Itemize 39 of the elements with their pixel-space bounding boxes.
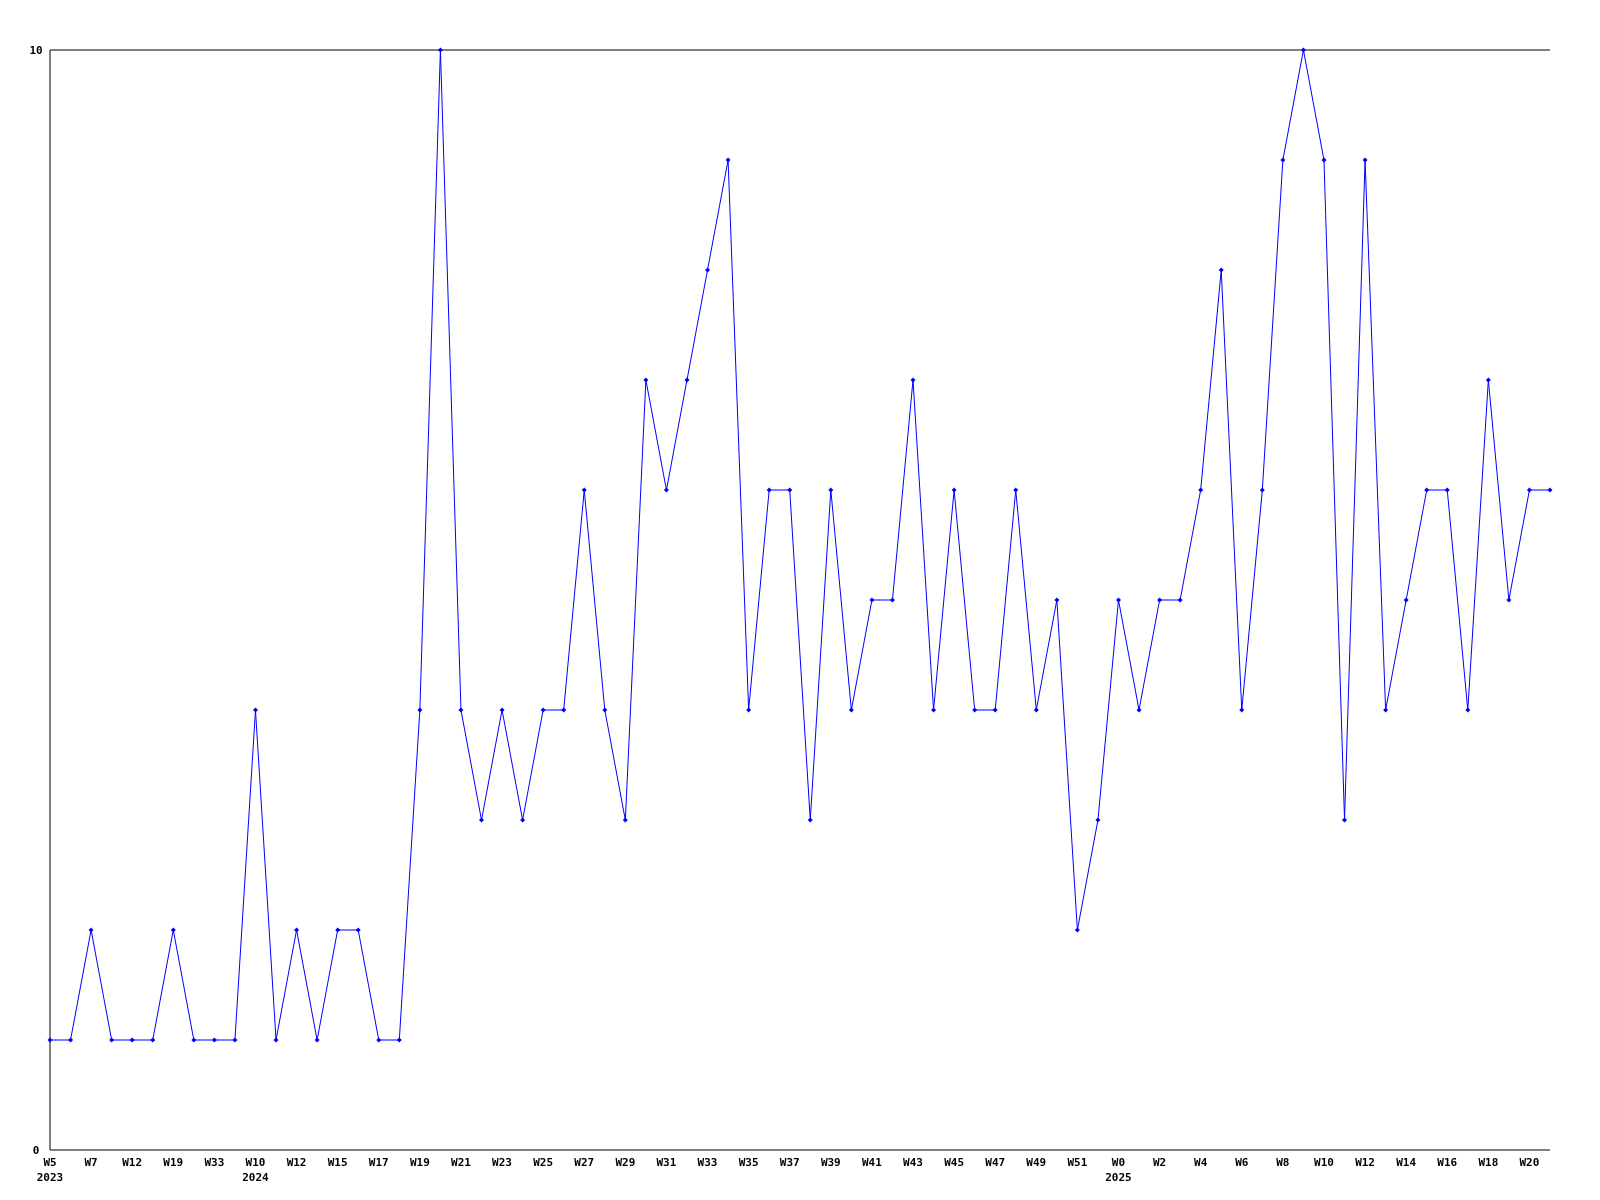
x-tick-label: W45: [944, 1156, 965, 1169]
x-tick-label: W41: [861, 1156, 883, 1169]
x-tick-label: W37: [779, 1156, 800, 1169]
x-tick-label: W43: [903, 1156, 923, 1169]
x-tick-label: W12: [1355, 1156, 1376, 1169]
x-tick-label: W33: [204, 1156, 225, 1169]
x-tick-label: W15: [327, 1156, 348, 1169]
x-tick-label: W5 2023: [36, 1156, 64, 1184]
x-tick-label: W39: [820, 1156, 841, 1169]
x-tick-label: W35: [738, 1156, 759, 1169]
x-tick-label: W19: [409, 1156, 430, 1169]
x-tick-label: W18: [1478, 1156, 1499, 1169]
x-tick-label: W23: [492, 1156, 512, 1169]
x-tick-label: W8: [1276, 1156, 1290, 1169]
x-tick-label: W0 2025: [1105, 1156, 1132, 1184]
x-tick-label: W12: [286, 1156, 307, 1169]
x-tick-label: W10: [1314, 1156, 1334, 1169]
x-tick-label: W2: [1152, 1156, 1167, 1169]
x-tick-label: W16: [1437, 1156, 1458, 1169]
x-tick-label: W6: [1235, 1156, 1249, 1169]
x-tick-label: W17: [368, 1156, 389, 1169]
x-tick-label: W49: [1026, 1156, 1047, 1169]
x-tick-label: W12: [122, 1156, 143, 1169]
x-tick-label: W20: [1519, 1156, 1540, 1169]
x-tick-label: W33: [697, 1156, 718, 1169]
x-tick-label: W7: [84, 1156, 98, 1169]
x-tick-label: W25: [533, 1156, 554, 1169]
x-tick-label: W14: [1396, 1156, 1417, 1169]
x-tick-label: W19: [163, 1156, 184, 1169]
x-tick-label: W21: [451, 1156, 472, 1169]
x-tick-label: W4: [1194, 1156, 1208, 1169]
x-tick-label: W10 2024: [242, 1156, 270, 1184]
x-tick-label: W47: [985, 1156, 1006, 1169]
x-tick-label: W27: [574, 1156, 595, 1169]
x-tick-label: W51: [1067, 1156, 1088, 1169]
y-tick-label: 10: [29, 43, 43, 57]
x-tick-label: W31: [656, 1156, 677, 1169]
y-tick-label: 0: [32, 1143, 40, 1157]
x-tick-label: W29: [615, 1156, 636, 1169]
